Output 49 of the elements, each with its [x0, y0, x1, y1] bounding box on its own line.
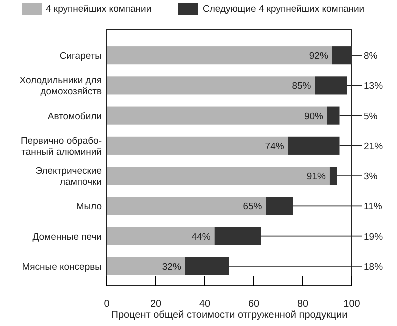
bar	[107, 257, 186, 276]
data-label: 32%	[162, 262, 182, 273]
x-tick-label: 40	[199, 299, 211, 310]
bar	[288, 136, 340, 155]
data-label: 65%	[243, 202, 263, 213]
legend-label: Следующие 4 крупнейших компании	[203, 4, 365, 15]
data-label: 18%	[364, 262, 384, 273]
y-tick-label: Доменные печи	[32, 232, 102, 243]
data-label: 74%	[265, 141, 285, 152]
data-label: 5%	[364, 111, 378, 122]
x-tick-label: 60	[248, 299, 260, 310]
bar	[330, 167, 338, 186]
bar	[107, 106, 328, 125]
bar	[107, 167, 330, 186]
data-label: 19%	[364, 232, 384, 243]
data-label: 85%	[292, 81, 312, 92]
y-tick-label: Сигареты	[60, 51, 102, 62]
bar	[214, 227, 262, 246]
data-label: 91%	[306, 172, 326, 183]
bar	[107, 197, 266, 216]
legend-label: 4 крупнейших компании	[46, 4, 152, 15]
y-tick-label: Холодильники для домохозяйств	[20, 76, 102, 98]
y-tick-label: Мясные консервы	[22, 262, 102, 273]
data-label: 13%	[364, 81, 384, 92]
data-label: 8%	[364, 51, 378, 62]
x-tick-label: 100	[344, 299, 361, 310]
data-label: 21%	[364, 141, 384, 152]
bar	[107, 136, 288, 155]
bar	[328, 106, 340, 125]
y-tick-label: Первично обрабо- танный алюминий	[20, 136, 102, 158]
y-tick-label: Автомобили	[48, 111, 102, 122]
data-label: 44%	[192, 232, 212, 243]
x-tick-label: 0	[104, 299, 110, 310]
y-tick-label: Электрические лампочки	[36, 166, 102, 188]
bar	[185, 257, 230, 276]
bar	[107, 46, 332, 65]
bar	[266, 197, 294, 216]
bar	[315, 76, 348, 95]
y-tick-label: Мыло	[76, 202, 102, 213]
x-tick-label: 80	[297, 299, 309, 310]
data-label: 90%	[304, 111, 324, 122]
bar	[107, 227, 215, 246]
data-label: 11%	[364, 202, 383, 213]
bar	[107, 76, 316, 95]
bar	[332, 46, 352, 65]
data-label: 3%	[364, 172, 378, 183]
data-label: 92%	[309, 51, 329, 62]
x-tick-label: 20	[150, 299, 162, 310]
x-axis-title: Процент общей стоимости отгруженной продукции	[111, 310, 348, 321]
